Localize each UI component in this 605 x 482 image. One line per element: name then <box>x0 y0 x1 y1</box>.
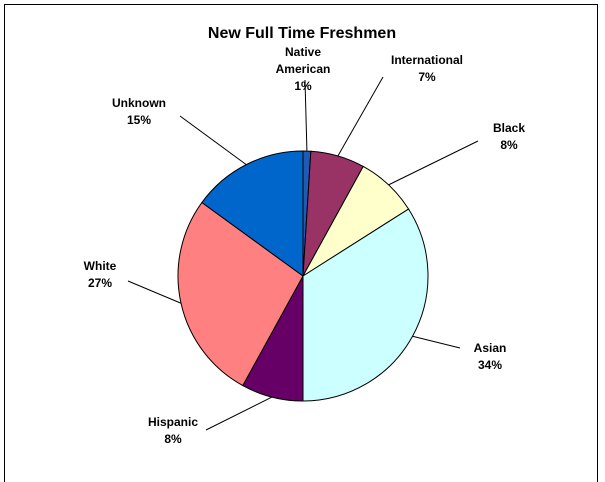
chart-title: New Full Time Freshmen <box>208 25 396 42</box>
leader-line-native-american <box>304 79 308 152</box>
leader-lines <box>127 76 479 431</box>
leader-line-international <box>337 76 384 157</box>
leader-line-black <box>388 140 479 186</box>
leader-line-white <box>127 280 182 304</box>
slice-label-white: White 27% <box>84 259 117 290</box>
slice-labels: Native American 1% International 7% Black 8% As… <box>84 45 526 446</box>
slice-label-unknown: Unknown 15% <box>112 96 166 127</box>
leader-line-hispanic <box>205 396 273 431</box>
slice-label-black: Black 8% <box>493 121 525 152</box>
pie-slice-asian <box>302 208 429 402</box>
pie-slice-unknown <box>201 150 304 277</box>
slice-label-asian: Asian 34% <box>474 341 507 372</box>
leader-line-asian <box>412 335 461 349</box>
leader-line-unknown <box>179 115 247 166</box>
pie-slice-white <box>177 201 304 387</box>
pie-slices <box>177 150 429 402</box>
slice-label-international: International 7% <box>391 53 463 84</box>
slice-label-hispanic: Hispanic 8% <box>148 415 198 446</box>
slice-label-native-american: Native American 1% <box>276 45 331 93</box>
